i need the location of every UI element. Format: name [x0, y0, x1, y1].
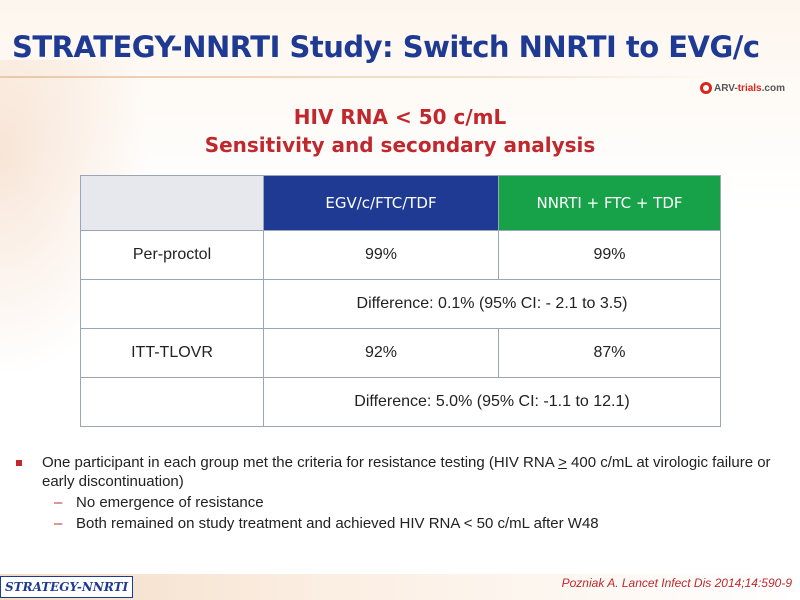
logo-main: trials — [737, 82, 762, 94]
citation: Pozniak A. Lancet Infect Dis 2014;14:590… — [561, 576, 792, 590]
sub-bullet-item: – Both remained on study treatment and a… — [16, 514, 786, 533]
logo-text: ARV-trials.com — [714, 83, 785, 94]
cell-nnrti-value: 87% — [498, 328, 721, 378]
bullet-list: One participant in each group met the cr… — [16, 453, 786, 533]
table-row: Difference: 5.0% (95% CI: -1.1 to 12.1) — [80, 377, 721, 427]
table-row: Difference: 0.1% (95% CI: - 2.1 to 3.5) — [80, 279, 721, 329]
logo-prefix: ARV- — [714, 82, 738, 94]
row-label — [80, 279, 264, 329]
square-bullet-icon — [16, 460, 22, 466]
cell-egv-value: 99% — [263, 230, 499, 280]
table-row: ITT-TLOVR 92% 87% — [80, 328, 721, 378]
arv-trials-logo: ARV-trials.com — [700, 81, 790, 95]
header-blank-cell — [80, 175, 264, 231]
header-egv: EGV/c/FTC/TDF — [263, 175, 499, 231]
row-label — [80, 377, 264, 427]
sub-bullet-text: No emergence of resistance — [76, 494, 264, 511]
difference-cell: Difference: 5.0% (95% CI: -1.1 to 12.1) — [263, 377, 721, 427]
row-label: ITT-TLOVR — [80, 328, 264, 378]
title-divider — [0, 76, 710, 78]
logo-suffix: .com — [761, 82, 785, 94]
slide-title: STRATEGY-NNRTI Study: Switch NNRTI to EV… — [12, 30, 760, 64]
bullet-item: One participant in each group met the cr… — [16, 453, 786, 491]
footer-bar — [0, 574, 800, 600]
dash-bullet-icon: – — [54, 494, 63, 511]
bullet-text-after: 400 c/mL at virologic failure or early d… — [42, 454, 771, 490]
table-row: Per-proctol 99% 99% — [80, 230, 721, 280]
logo-icon — [700, 82, 712, 94]
study-tag: STRATEGY-NNRTI — [0, 576, 134, 598]
table-header-row: EGV/c/FTC/TDF NNRTI + FTC + TDF — [80, 175, 721, 231]
cell-nnrti-value: 99% — [498, 230, 721, 280]
sub-bullet-text: Both remained on study treatment and ach… — [76, 515, 599, 532]
subtitle-line-2: Sensitivity and secondary analysis — [204, 133, 596, 157]
sub-bullet-item: – No emergence of resistance — [16, 493, 786, 512]
header-nnrti: NNRTI + FTC + TDF — [498, 175, 721, 231]
bullet-text-before: One participant in each group met the cr… — [42, 454, 559, 471]
results-table: EGV/c/FTC/TDF NNRTI + FTC + TDF Per-proc… — [80, 175, 721, 427]
cell-egv-value: 92% — [263, 328, 499, 378]
subtitle-line-1: HIV RNA < 50 c/mL — [293, 105, 507, 129]
dash-bullet-icon: – — [54, 515, 63, 532]
greater-equal-symbol: > — [558, 454, 567, 471]
difference-cell: Difference: 0.1% (95% CI: - 2.1 to 3.5) — [263, 279, 721, 329]
row-label: Per-proctol — [80, 230, 264, 280]
